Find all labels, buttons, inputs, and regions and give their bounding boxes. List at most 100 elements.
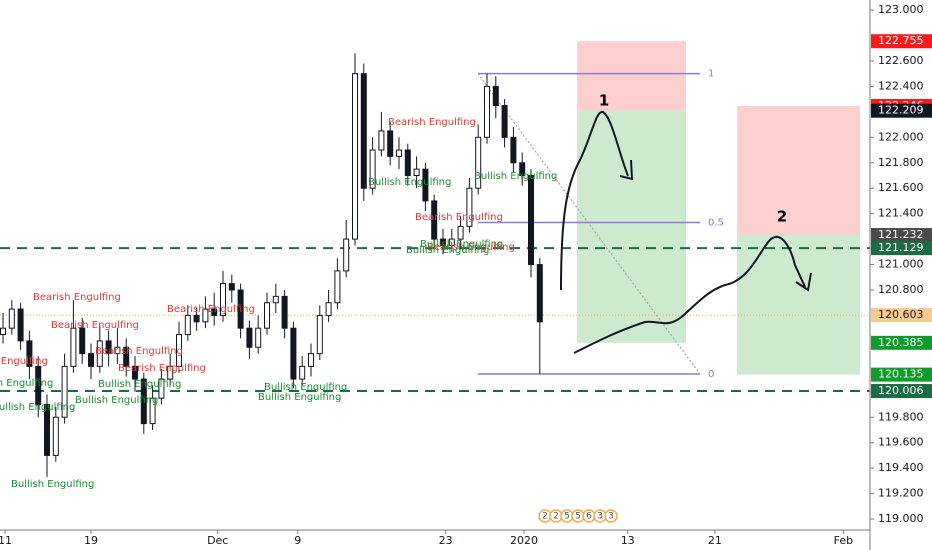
- x-tick-label: Dec: [207, 534, 228, 547]
- candle-body: [272, 295, 279, 304]
- price-tag: [871, 34, 932, 49]
- y-tick-label: 119.400: [878, 461, 924, 474]
- fib-label: 1: [708, 69, 714, 80]
- candle-body: [492, 85, 499, 106]
- event-label: 2: [542, 512, 548, 522]
- candle-body: [140, 378, 147, 425]
- candle-body: [61, 365, 68, 418]
- candle-body: [519, 162, 526, 176]
- candle-body: [404, 149, 411, 176]
- candle-body: [290, 327, 297, 380]
- pattern-label: Bearish Engulfing: [33, 292, 121, 303]
- x-tick-label: 21: [708, 534, 722, 547]
- hand-drawing: [573, 235, 812, 354]
- candle-body: [35, 365, 42, 406]
- price-axis-bg: [870, 0, 932, 550]
- candle-body: [369, 149, 376, 189]
- price-tag-label: 120.385: [878, 336, 924, 349]
- y-tick-label: 120.800: [878, 283, 924, 296]
- candle-body: [149, 397, 156, 425]
- candle-body: [26, 340, 33, 367]
- candle-body: [466, 187, 473, 227]
- drawing-label: 1: [599, 92, 609, 110]
- candle-body: [334, 270, 341, 304]
- x-tick-label: 9: [294, 534, 301, 547]
- candle-body: [501, 104, 508, 138]
- candle-body: [307, 353, 314, 367]
- event-marker: [604, 509, 618, 523]
- candle-body: [475, 136, 482, 189]
- main-layer: Bearish Engulfing Bearish Engulfing Bearis…: [0, 53, 618, 523]
- price-tag: [871, 335, 932, 350]
- y-tick-label: 121.400: [878, 207, 924, 220]
- candle-body: [325, 302, 332, 316]
- hand-drawing: [560, 111, 634, 291]
- pattern-label: Bullish Engulfing: [368, 177, 451, 188]
- y-tick-label: 119.000: [878, 512, 924, 525]
- candle-body: [184, 314, 191, 336]
- candle-body: [88, 353, 95, 367]
- candle-body: [44, 404, 51, 456]
- y-tick-label: 122.000: [878, 130, 924, 143]
- pattern-label: Bearish Engulfing: [118, 363, 206, 374]
- price-tag: [871, 241, 932, 256]
- y-tick-label: 121.000: [878, 258, 924, 271]
- y-tick-label: 122.400: [878, 79, 924, 92]
- target-zone: [577, 110, 686, 343]
- y-tick-label: 122.600: [878, 54, 924, 67]
- drawing-label: 2: [777, 208, 787, 226]
- y-tick-label: 119.800: [878, 410, 924, 423]
- x-tick-label: 13: [621, 534, 635, 547]
- pattern-label: Bullish Engulfing: [406, 245, 489, 256]
- candle-body: [193, 314, 200, 323]
- stop-zone: [577, 41, 686, 111]
- candle-body: [228, 283, 235, 291]
- pattern-label: Bearish Engulfing: [95, 346, 183, 357]
- price-tag-label: 120.603: [878, 308, 924, 321]
- candle-body: [246, 327, 253, 348]
- pattern-label: Bullish Engulfing: [0, 378, 53, 389]
- candle-body: [263, 302, 270, 329]
- pattern-label: Bullish Engulfing: [98, 379, 181, 390]
- candle-body: [123, 346, 130, 367]
- y-tick-label: 121.600: [878, 181, 924, 194]
- drawings: 1 2: [560, 92, 812, 354]
- event-label: 3: [608, 512, 614, 522]
- candle-body: [360, 73, 367, 189]
- x-tick-label: Feb: [834, 534, 853, 547]
- pattern-label: Bullish Engulfing: [264, 382, 347, 393]
- pattern-label: Bearish Engulfing: [0, 356, 48, 367]
- y-tick-label: 121.800: [878, 156, 924, 169]
- candle-body: [114, 346, 121, 355]
- candle-body: [132, 365, 139, 380]
- candle-body: [167, 365, 174, 380]
- candle-body: [431, 200, 438, 240]
- candle-body: [395, 149, 402, 157]
- time-axis-bg: [0, 530, 932, 550]
- pattern-label: Bullish Engulfing: [0, 402, 75, 413]
- candle-body: [202, 308, 209, 323]
- candle-body: [483, 85, 490, 138]
- event-label: 3: [597, 512, 603, 522]
- event-label: 5: [564, 512, 570, 522]
- candle-body: [176, 334, 183, 367]
- candle-body: [510, 136, 517, 164]
- candle-body: [422, 168, 429, 202]
- candle-body: [237, 289, 244, 329]
- pattern-label: Bearish Engulfing: [167, 304, 255, 315]
- price-tag: [871, 228, 932, 243]
- candle-body: [378, 130, 385, 151]
- price-tag-label: 121.232: [878, 228, 924, 241]
- pattern-label: Bearish Engulfing: [51, 320, 139, 331]
- candle-body: [96, 340, 103, 367]
- candle-body: [211, 308, 218, 316]
- candle-body: [299, 365, 306, 380]
- x-tick-label: 23: [439, 534, 453, 547]
- pattern-label: Bullish Engulfing: [11, 479, 94, 490]
- candle-body: [351, 73, 358, 240]
- candle-body: [281, 295, 288, 329]
- price-tag-label: 121.129: [878, 241, 924, 254]
